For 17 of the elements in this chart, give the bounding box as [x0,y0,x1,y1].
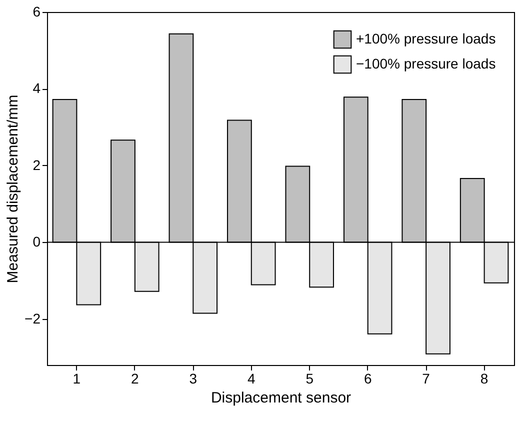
y-tick-label: 4 [32,80,41,96]
x-tick-label: 4 [247,370,256,386]
x-tick-label: 5 [306,370,314,386]
x-tick-label: 2 [131,370,140,386]
x-tick-label: 8 [480,370,488,386]
y-axis-title: Measured displacement/mm [4,94,22,284]
x-axis-title: Displacement sensor [210,390,352,406]
y-tick-label: 6 [32,4,41,20]
x-tick-label: 1 [72,370,81,386]
legend-label: −100% pressure loads [356,56,496,72]
y-tick-label: −2 [24,310,41,326]
x-tick-label: 3 [189,370,198,386]
y-tick-label: 2 [32,156,41,173]
x-tick-label: 7 [422,370,430,386]
legend-label: +100% pressure loads [356,30,496,46]
x-tick-label: 6 [364,370,372,386]
y-tick-label: 0 [32,234,41,250]
